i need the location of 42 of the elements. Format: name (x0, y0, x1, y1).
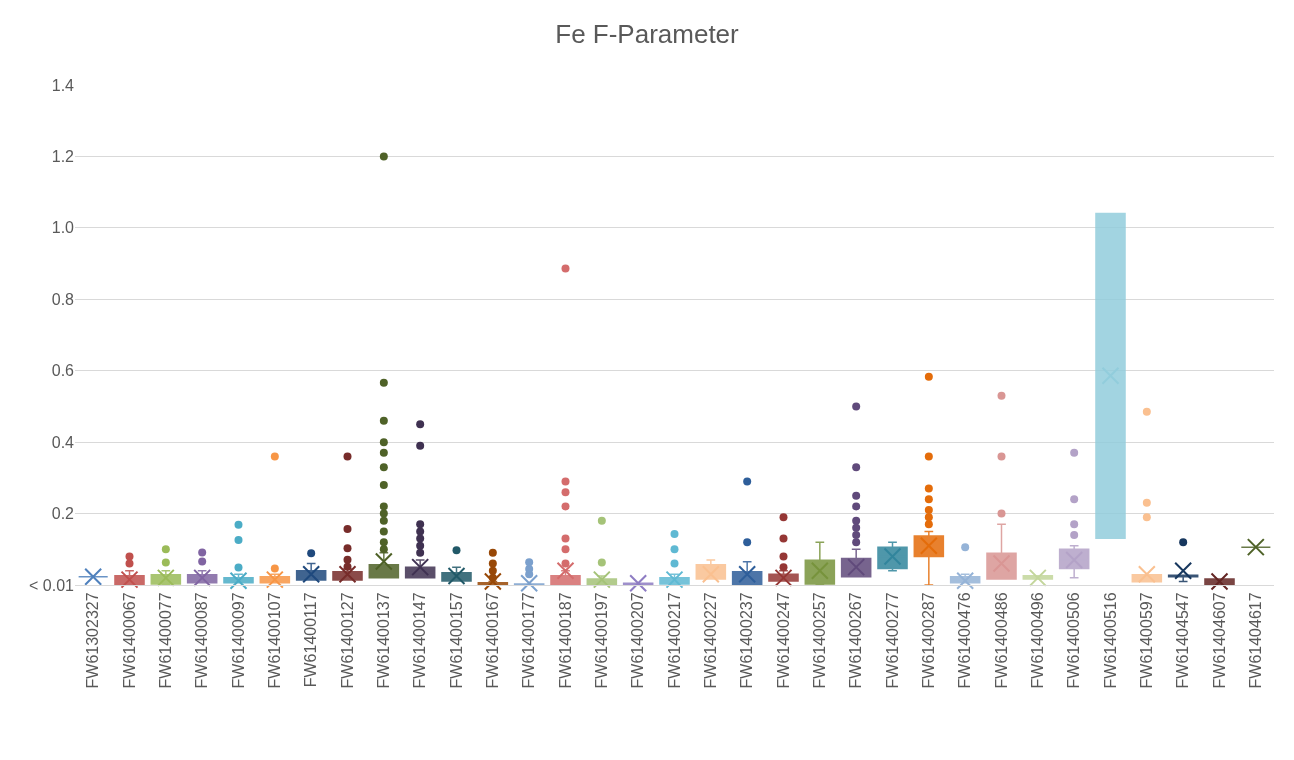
x-tick-label: FW61400237 (738, 592, 756, 689)
x-tick-label: FW61400217 (665, 592, 683, 689)
x-tick-label: FW61400137 (375, 592, 393, 689)
x-tick-label: FW61404607 (1210, 592, 1228, 689)
x-tick-label: FW61400227 (702, 592, 720, 689)
x-tick-label: FW61400257 (811, 592, 829, 689)
y-tick-label: < 0.01 (29, 576, 75, 594)
x-tick-label: FW61400476 (956, 592, 974, 689)
x-tick-label: FW61400277 (883, 592, 901, 689)
x-tick-label: FW61400127 (338, 592, 356, 689)
x-tick-label: FW61400077 (157, 592, 175, 689)
y-tick-label: 1.0 (51, 219, 75, 237)
x-tick-label: FW61400267 (847, 592, 865, 689)
chart-title: Fe F-Parameter (555, 18, 740, 49)
x-tick-label: FW61400486 (992, 592, 1010, 689)
x-tick-label: FW61400107 (266, 592, 284, 689)
x-tick-label: FW61400177 (520, 592, 538, 689)
y-tick-label: 1.2 (51, 148, 75, 166)
x-tick-label: FW61400147 (411, 592, 429, 689)
x-tick-label: FW61400207 (629, 592, 647, 689)
x-tick-label: FW61400287 (920, 592, 938, 689)
y-tick-label: 1.4 (51, 76, 75, 94)
x-tick-label: FW61400496 (1029, 592, 1047, 689)
x-tick-label: FW61400157 (447, 592, 465, 689)
x-tick-label: FW61400117 (302, 592, 320, 688)
x-tick-label: FW61404617 (1247, 592, 1265, 689)
x-tick-label: FW61400097 (229, 592, 247, 689)
x-tick-label: FW61302327 (84, 592, 102, 689)
x-tick-label: FW61400167 (484, 592, 502, 689)
y-tick-label: 0.2 (51, 505, 75, 523)
x-tick-label: FW61400067 (120, 592, 138, 689)
y-tick-label: 0.6 (51, 362, 75, 380)
x-tick-label: FW61400197 (593, 592, 611, 689)
x-tick-label: FW61400506 (1065, 592, 1083, 689)
x-tick-label: FW61400247 (774, 592, 792, 689)
x-tick-label: FW61400597 (1138, 592, 1156, 689)
y-tick-label: 0.4 (51, 433, 75, 451)
x-tick-label: FW61400087 (193, 592, 211, 689)
x-tick-label: FW61400516 (1101, 592, 1119, 689)
x-tick-label: FW61400187 (556, 592, 574, 689)
y-tick-label: 0.8 (51, 290, 75, 308)
x-tick-label: FW61404547 (1174, 592, 1192, 689)
